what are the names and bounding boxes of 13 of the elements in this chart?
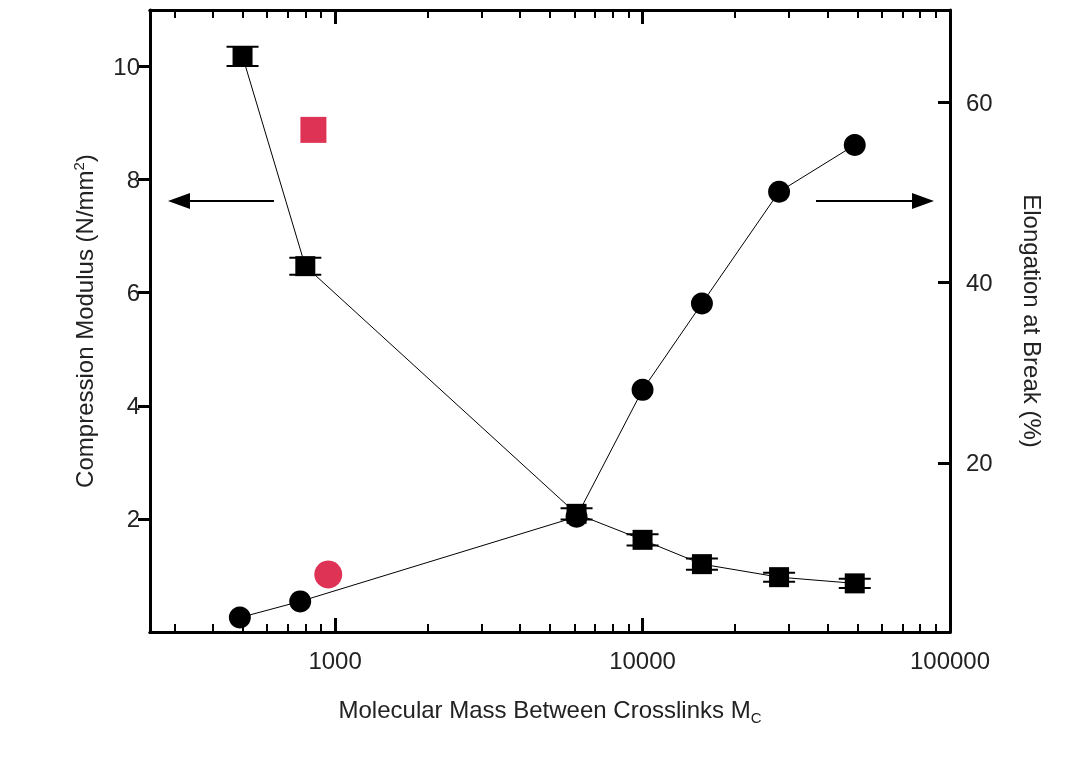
y2-tick-label: 40 <box>966 269 993 297</box>
y2-tick-label: 60 <box>966 89 993 117</box>
y-tick-label: 4 <box>126 392 140 420</box>
y-tick-label: 6 <box>126 279 140 307</box>
y-tick-label: 8 <box>126 166 140 194</box>
y2-tick-label: 20 <box>966 449 993 477</box>
x-tick-label: 1000 <box>308 646 362 674</box>
y-axis-title: Compression Modulus (N/mm2) <box>70 154 98 488</box>
x-tick-label: 100000 <box>909 646 991 674</box>
y2-axis-title: Elongation at Break (%) <box>1018 194 1046 448</box>
y-tick-label: 2 <box>126 505 140 533</box>
y-tick-label: 10 <box>113 53 140 81</box>
x-tick-label: 10000 <box>609 646 676 674</box>
